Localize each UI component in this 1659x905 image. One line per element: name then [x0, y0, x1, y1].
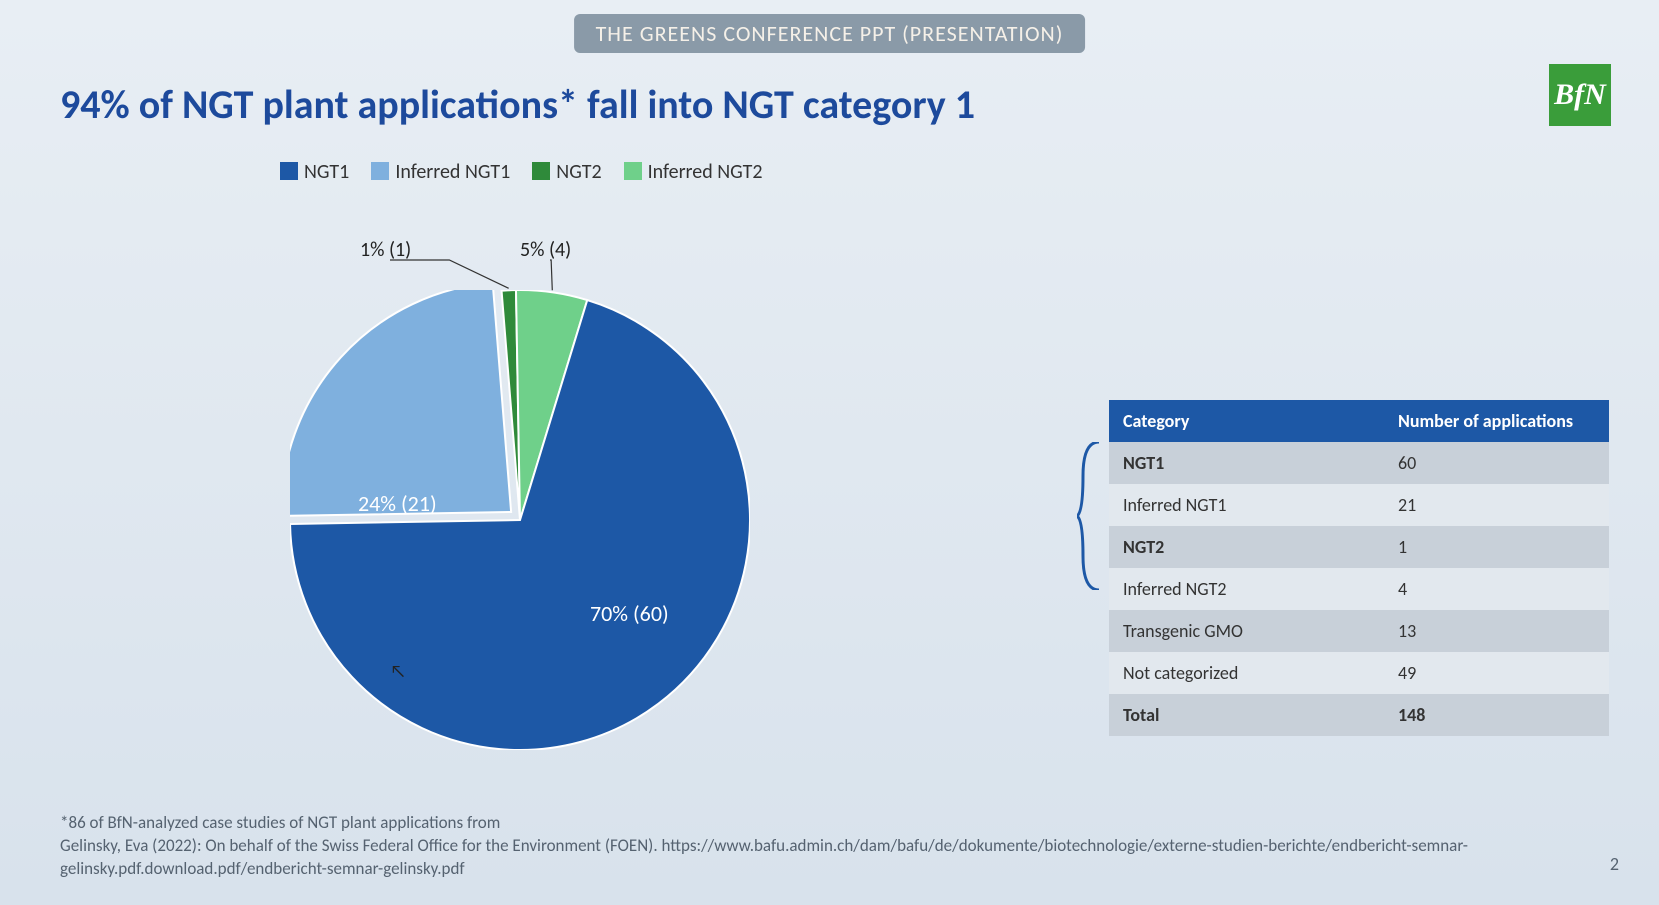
page-title: 94% of NGT plant applications* fall into…: [60, 80, 975, 129]
table-row: NGT21: [1109, 526, 1609, 568]
table-cell: Transgenic GMO: [1109, 610, 1384, 652]
footnote-line: Gelinsky, Eva (2022): On behalf of the S…: [60, 835, 1569, 881]
table-cell: 60: [1384, 442, 1609, 484]
legend-item: Inferred NGT1: [371, 160, 510, 184]
table-cell: 13: [1384, 610, 1609, 652]
cursor-icon: ↖: [390, 660, 406, 682]
chart-legend: NGT1 Inferred NGT1 NGT2 Inferred NGT2: [280, 160, 763, 184]
table-header: Number of applications: [1384, 400, 1609, 442]
legend-label: NGT2: [556, 160, 601, 184]
table-row: Inferred NGT24: [1109, 568, 1609, 610]
table-header: Category: [1109, 400, 1384, 442]
legend-swatch: [532, 162, 550, 180]
legend-label: Inferred NGT2: [648, 160, 763, 184]
table-row: Not categorized49: [1109, 652, 1609, 694]
table-cell: Not categorized: [1109, 652, 1384, 694]
page-number: 2: [1610, 853, 1619, 875]
callout-ngt2: 1% (1): [360, 238, 411, 262]
table-cell: 148: [1384, 694, 1609, 736]
legend-label: NGT1: [304, 160, 349, 184]
slice-label-inferred-ngt1: 24% (21): [358, 490, 437, 517]
leader-line: [390, 260, 509, 288]
header-banner: THE GREENS CONFERENCE PPT (PRESENTATION): [574, 14, 1086, 53]
legend-label: Inferred NGT1: [395, 160, 510, 184]
table-row: Inferred NGT121: [1109, 484, 1609, 526]
table-row: Total148: [1109, 694, 1609, 736]
table-cell: Total: [1109, 694, 1384, 736]
bfn-logo: BfN: [1549, 64, 1611, 126]
footnote: *86 of BfN-analyzed case studies of NGT …: [60, 812, 1569, 881]
table-cell: Inferred NGT2: [1109, 568, 1384, 610]
table-cell: Inferred NGT1: [1109, 484, 1384, 526]
brace-icon: [1077, 442, 1103, 590]
data-table: CategoryNumber of applicationsNGT160Infe…: [1109, 400, 1609, 736]
table-cell: 4: [1384, 568, 1609, 610]
data-table-wrap: CategoryNumber of applicationsNGT160Infe…: [1109, 400, 1609, 736]
legend-item: NGT2: [532, 160, 601, 184]
leader-line: [550, 260, 552, 290]
table-row: NGT160: [1109, 442, 1609, 484]
table-cell: 1: [1384, 526, 1609, 568]
table-cell: 21: [1384, 484, 1609, 526]
legend-swatch: [371, 162, 389, 180]
callout-leaders: [200, 220, 840, 760]
table-row: Transgenic GMO13: [1109, 610, 1609, 652]
pie-chart: 1% (1) 5% (4) 70% (60) 24% (21) ↖: [200, 220, 840, 760]
legend-swatch: [624, 162, 642, 180]
legend-item: Inferred NGT2: [624, 160, 763, 184]
table-cell: NGT1: [1109, 442, 1384, 484]
legend-item: NGT1: [280, 160, 349, 184]
footnote-line: *86 of BfN-analyzed case studies of NGT …: [60, 812, 1569, 835]
table-cell: 49: [1384, 652, 1609, 694]
legend-swatch: [280, 162, 298, 180]
table-cell: NGT2: [1109, 526, 1384, 568]
slice-label-ngt1: 70% (60): [590, 600, 669, 627]
callout-inferred-ngt2: 5% (4): [520, 238, 571, 262]
